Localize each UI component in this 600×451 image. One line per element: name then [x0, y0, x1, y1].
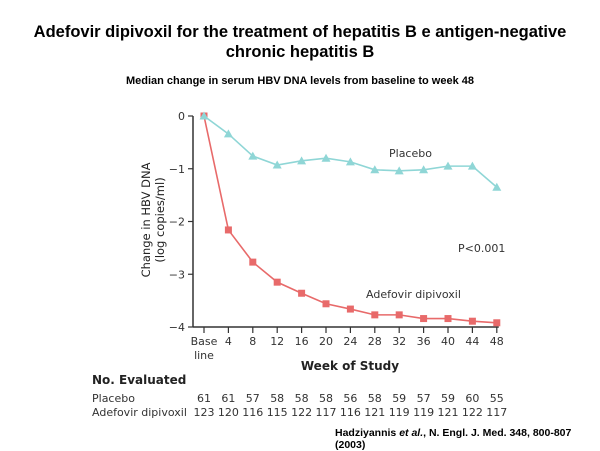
placebo-point — [321, 153, 331, 162]
table-cell: 55 — [490, 392, 504, 405]
x-tick-label: 32 — [392, 335, 406, 348]
citation: Hadziyannis et al., N. Engl. J. Med. 348… — [335, 427, 600, 451]
table-cell: 58 — [368, 392, 382, 405]
adefovir-dipivoxil-point — [444, 315, 452, 323]
table-cell: 121 — [364, 406, 385, 419]
y-tick-label: −1 — [169, 163, 185, 176]
title-line-2: chronic hepatitis B — [225, 43, 375, 61]
x-tick-label: 28 — [368, 335, 382, 348]
placebo-point — [223, 129, 233, 138]
table-cell: 116 — [242, 406, 263, 419]
x-tick-label: 36 — [417, 335, 431, 348]
table-cell: 57 — [246, 392, 260, 405]
adefovir-dipivoxil-point — [468, 317, 476, 325]
placebo-point — [199, 111, 209, 120]
adefovir-series-label: Adefovir dipivoxil — [366, 288, 461, 301]
placebo-line — [203, 115, 498, 188]
x-tick-label: 20 — [319, 335, 333, 348]
series-group — [199, 111, 502, 327]
evaluated-table: Placebo 61 61 57 58 58 58 56 58 59 57 59 60 55 Adefovi… — [92, 392, 507, 419]
table-cell: 59 — [441, 392, 455, 405]
table-cell: 57 — [417, 392, 431, 405]
y-tick-label: 0 — [178, 110, 185, 123]
x-tick-label: 8 — [249, 335, 256, 348]
adefovir-dipivoxil-point — [371, 311, 379, 319]
placebo-point — [297, 156, 307, 165]
table-cell: 123 — [194, 406, 215, 419]
x-axis-label: Week of Study — [301, 359, 399, 373]
x-tick-label: Base — [191, 335, 218, 348]
placebo-point — [345, 157, 355, 166]
x-tick-label: 24 — [343, 335, 357, 348]
table-row-label: Placebo — [92, 392, 135, 405]
placebo-point — [272, 160, 282, 169]
placebo-point — [394, 166, 404, 175]
placebo-point — [443, 161, 453, 170]
y-tick-label: −2 — [169, 216, 185, 229]
adefovir-dipivoxil-point — [224, 226, 232, 234]
adefovir-dipivoxil-point — [273, 278, 281, 286]
citation-source: , N. Engl. J. Med. 348, 800-807 (2003) — [335, 427, 572, 451]
y-tick-label: −3 — [169, 268, 185, 281]
table-cell: 58 — [270, 392, 284, 405]
adefovir-dipivoxil-point — [493, 319, 501, 327]
x-tick-label: 12 — [270, 335, 284, 348]
adefovir-dipivoxil-point — [298, 289, 306, 297]
adefovir-dipivoxil-point — [322, 300, 330, 308]
table-row-label: Adefovir dipivoxil — [92, 406, 187, 419]
table-cell: 59 — [392, 392, 406, 405]
chart-title: Median change in serum HBV DNA levels fr… — [125, 75, 475, 87]
x-tick-label-line2: line — [194, 349, 214, 362]
y-axis-label-line1: Change in HBV DNA — [139, 162, 153, 277]
table-heading: No. Evaluated — [92, 373, 186, 387]
table-cell: 61 — [221, 392, 235, 405]
table-cell: 116 — [340, 406, 361, 419]
table-cell: 117 — [486, 406, 507, 419]
placebo-point — [370, 165, 380, 174]
adefovir-dipivoxil-point — [346, 305, 354, 313]
p-value-annotation: P<0.001 — [458, 242, 505, 255]
placebo-point — [492, 182, 502, 191]
table-cell: 122 — [462, 406, 483, 419]
y-tick-label: −4 — [169, 321, 185, 334]
table-cell: 119 — [413, 406, 434, 419]
placebo-point — [467, 161, 477, 170]
table-cell: 61 — [197, 392, 211, 405]
x-tick-label: 16 — [295, 335, 309, 348]
x-tick-label: 4 — [225, 335, 232, 348]
citation-etal: et al. — [399, 427, 424, 439]
table-cell: 115 — [267, 406, 288, 419]
table-cell: 58 — [319, 392, 333, 405]
x-tick-label: 48 — [490, 335, 504, 348]
x-tick-label: 40 — [441, 335, 455, 348]
x-tick-label: 44 — [465, 335, 479, 348]
table-cell: 120 — [218, 406, 239, 419]
table-cell: 119 — [389, 406, 410, 419]
table-cell: 56 — [343, 392, 357, 405]
placebo-point — [248, 151, 258, 160]
placebo-series-label: Placebo — [389, 147, 432, 160]
table-cell: 121 — [438, 406, 459, 419]
table-cell: 58 — [295, 392, 309, 405]
slide-title: Adefovir dipivoxil for the treatment of … — [0, 22, 600, 62]
citation-author: Hadziyannis — [335, 427, 400, 439]
title-line-1: Adefovir dipivoxil for the treatment of … — [33, 23, 567, 41]
adefovir-dipivoxil-point — [395, 311, 403, 319]
table-cell: 122 — [291, 406, 312, 419]
table-cell: 60 — [465, 392, 479, 405]
adefovir-dipivoxil-point — [420, 315, 428, 323]
placebo-point — [419, 165, 429, 174]
y-axis-label-line2: (log copies/ml) — [153, 177, 167, 262]
table-cell: 117 — [316, 406, 337, 419]
adefovir-dipivoxil-point — [249, 258, 257, 266]
